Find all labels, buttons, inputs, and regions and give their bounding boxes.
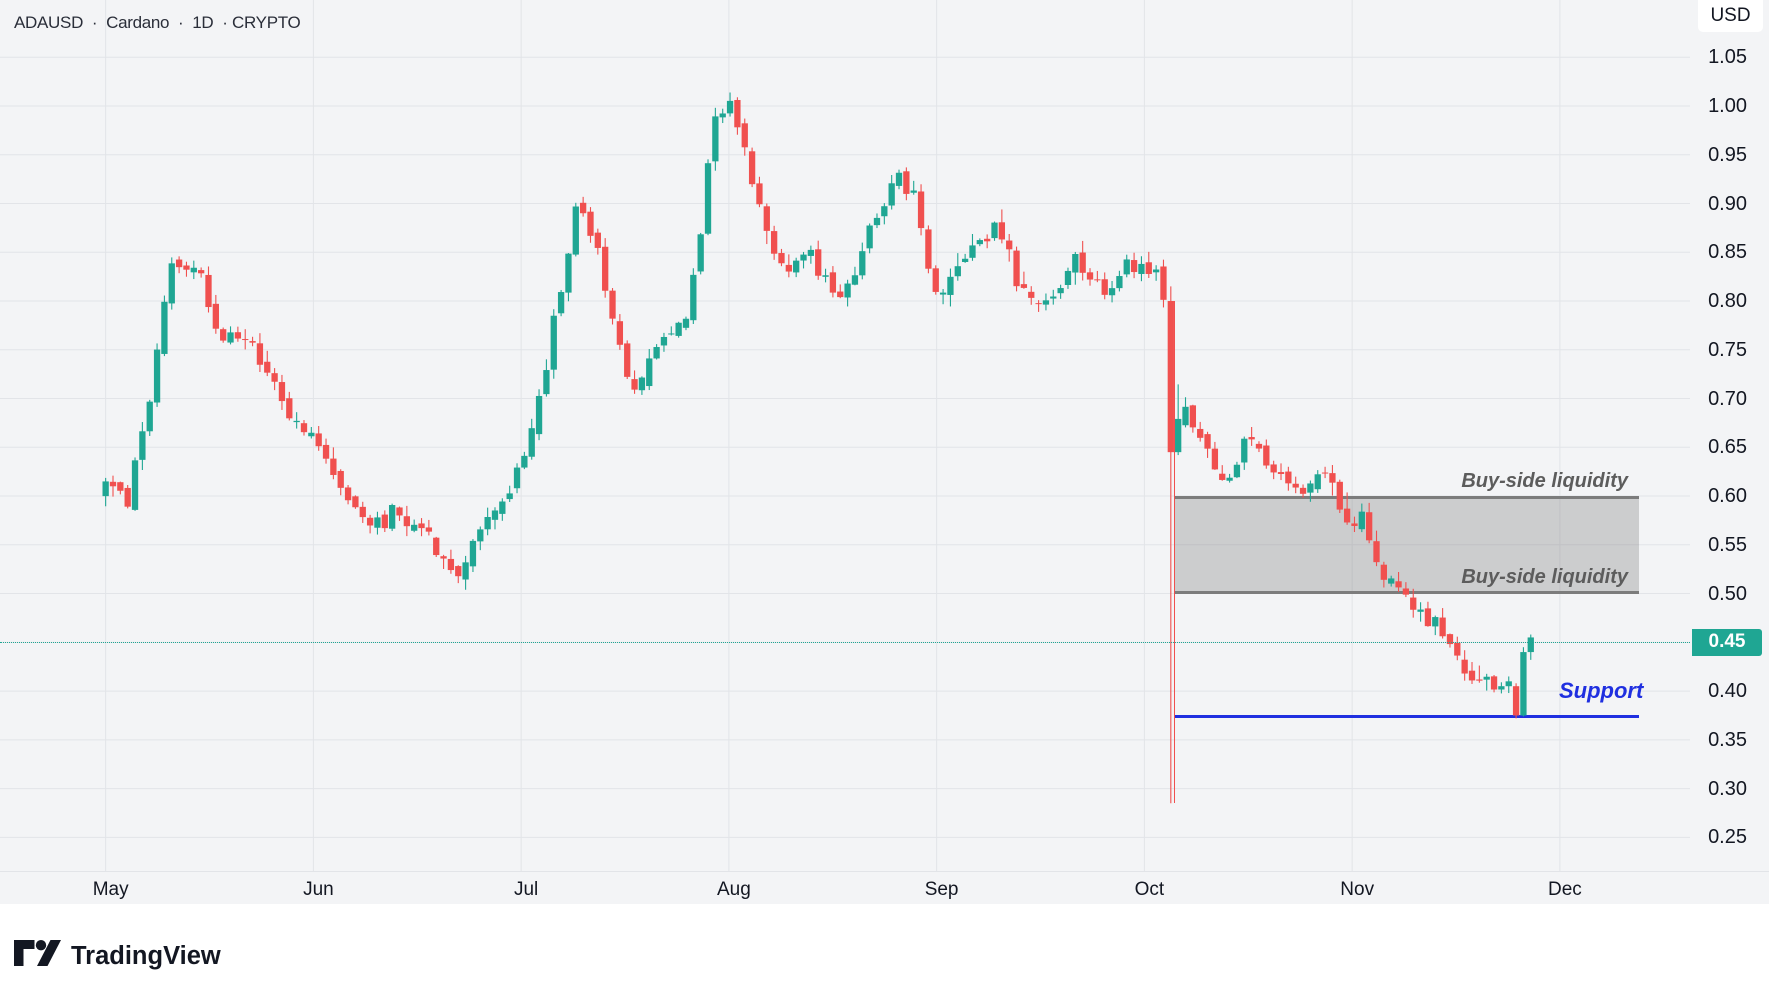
svg-text:TradingView: TradingView (71, 942, 221, 970)
